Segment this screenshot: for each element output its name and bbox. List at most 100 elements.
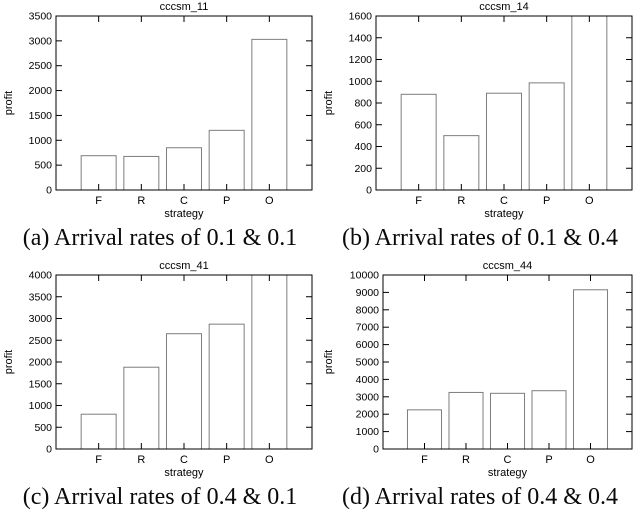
x-tick-label: F bbox=[415, 195, 422, 207]
x-tick-label: O bbox=[585, 195, 594, 207]
chart-title: cccsm_44 bbox=[483, 260, 533, 272]
x-tick-label: O bbox=[265, 195, 274, 207]
y-tick-label: 2000 bbox=[29, 357, 53, 369]
bar-O bbox=[572, 289, 609, 450]
y-tick-label: 4000 bbox=[356, 374, 380, 386]
chart-svg: 0 500 1000 1500 2000 2500 3000 3500 F R C P Occcsm_1… bbox=[3, 1, 313, 220]
y-tick-label: 1000 bbox=[29, 400, 53, 412]
y-tick-label: 1500 bbox=[29, 378, 53, 390]
bar-chart-d: 0 1000 2000 3000 4000 5000 6000 7000 8000 9000 100… bbox=[320, 259, 640, 481]
x-tick-label: C bbox=[180, 454, 188, 466]
y-tick-label: 3000 bbox=[29, 313, 53, 325]
y-tick-label: 2500 bbox=[29, 335, 53, 347]
chart-title: cccsm_41 bbox=[159, 260, 209, 272]
y-tick-label: 0 bbox=[366, 185, 372, 197]
bar-P bbox=[531, 390, 567, 450]
x-tick-label: R bbox=[137, 454, 145, 466]
y-tick-label: 1400 bbox=[349, 32, 373, 44]
x-tick-label: R bbox=[457, 195, 465, 207]
bar-R bbox=[448, 391, 484, 450]
y-tick-label: 2000 bbox=[356, 409, 380, 421]
y-tick-label: 500 bbox=[34, 160, 52, 172]
chart-svg: 0 1000 2000 3000 4000 5000 6000 7000 8000 9000 100… bbox=[323, 260, 633, 479]
y-tick-label: 7000 bbox=[356, 322, 380, 334]
chart-title: cccsm_11 bbox=[160, 1, 209, 13]
bar-P bbox=[208, 129, 245, 191]
x-tick-label: C bbox=[500, 195, 508, 207]
y-tick-label: 200 bbox=[354, 163, 372, 175]
y-tick-label: 8000 bbox=[356, 304, 380, 316]
y-tick-label: 1000 bbox=[356, 426, 380, 438]
x-tick-label: P bbox=[223, 454, 230, 466]
y-tick-label: 400 bbox=[354, 141, 372, 153]
y-tick-label: 5000 bbox=[356, 357, 380, 369]
y-tick-label: 4000 bbox=[29, 270, 53, 282]
y-tick-label: 2000 bbox=[29, 85, 53, 97]
y-tick-label: 0 bbox=[46, 185, 52, 197]
bar-O bbox=[251, 274, 288, 450]
x-tick-label: R bbox=[462, 454, 470, 466]
y-tick-label: 3000 bbox=[356, 391, 380, 403]
x-tick-label: C bbox=[504, 454, 512, 466]
y-tick-label: 3000 bbox=[29, 35, 53, 47]
bar-F bbox=[400, 93, 437, 191]
y-axis-label: profit bbox=[323, 350, 335, 374]
chart-caption-b: (b) Arrival rates of 0.1 & 0.4 bbox=[342, 225, 618, 251]
y-axis-label: profit bbox=[3, 91, 15, 115]
y-tick-label: 1000 bbox=[29, 135, 53, 147]
x-tick-label: P bbox=[545, 454, 552, 466]
y-tick-label: 10000 bbox=[350, 270, 379, 282]
x-tick-label: F bbox=[95, 195, 102, 207]
y-tick-label: 1500 bbox=[29, 110, 53, 122]
x-tick-label: F bbox=[95, 454, 102, 466]
bar-P bbox=[528, 82, 565, 191]
chart-caption-d: (d) Arrival rates of 0.4 & 0.4 bbox=[342, 484, 618, 510]
x-axis-label: strategy bbox=[164, 208, 204, 220]
y-axis-label: profit bbox=[323, 91, 335, 115]
x-tick-label: O bbox=[586, 454, 595, 466]
y-tick-label: 3500 bbox=[29, 11, 53, 23]
chart-panel-d: 0 1000 2000 3000 4000 5000 6000 7000 8000 9000 100… bbox=[320, 259, 640, 518]
y-tick-label: 1200 bbox=[349, 54, 373, 66]
x-tick-label: C bbox=[180, 195, 188, 207]
bar-C bbox=[489, 392, 526, 450]
chart-caption-c: (c) Arrival rates of 0.4 & 0.1 bbox=[22, 484, 298, 510]
y-tick-label: 2500 bbox=[29, 60, 53, 72]
chart-svg: 0 200 400 600 800 1000 1200 1400 1600 F R C P Occcsm_… bbox=[323, 1, 633, 220]
bar-C bbox=[166, 147, 202, 191]
y-tick-label: 1600 bbox=[349, 11, 373, 23]
y-tick-label: 6000 bbox=[356, 339, 380, 351]
y-tick-label: 9000 bbox=[356, 287, 380, 299]
bar-P bbox=[208, 323, 245, 450]
y-tick-label: 3500 bbox=[29, 291, 53, 303]
x-axis-label: strategy bbox=[484, 208, 524, 220]
x-axis-label: strategy bbox=[164, 467, 204, 479]
y-tick-label: 0 bbox=[46, 444, 52, 456]
bar-O bbox=[251, 38, 288, 191]
x-tick-label: F bbox=[421, 454, 428, 466]
x-axis-label: strategy bbox=[488, 467, 528, 479]
x-tick-label: O bbox=[265, 454, 274, 466]
chart-title: cccsm_14 bbox=[479, 1, 529, 13]
y-tick-label: 800 bbox=[354, 98, 372, 110]
y-axis-label: profit bbox=[3, 350, 15, 374]
x-tick-label: P bbox=[543, 195, 550, 207]
y-tick-label: 500 bbox=[34, 422, 52, 434]
x-tick-label: P bbox=[223, 195, 230, 207]
y-tick-label: 1000 bbox=[349, 76, 373, 88]
y-tick-label: 0 bbox=[373, 444, 379, 456]
bar-C bbox=[166, 333, 202, 450]
x-tick-label: R bbox=[137, 195, 145, 207]
y-tick-label: 600 bbox=[354, 119, 372, 131]
bar-R bbox=[123, 366, 160, 450]
chart-caption-a: (a) Arrival rates of 0.1 & 0.1 bbox=[22, 225, 298, 251]
chart-svg: 0 500 1000 1500 2000 2500 3000 3500 4000 F R C P Occc… bbox=[3, 260, 313, 479]
bar-C bbox=[486, 92, 522, 191]
